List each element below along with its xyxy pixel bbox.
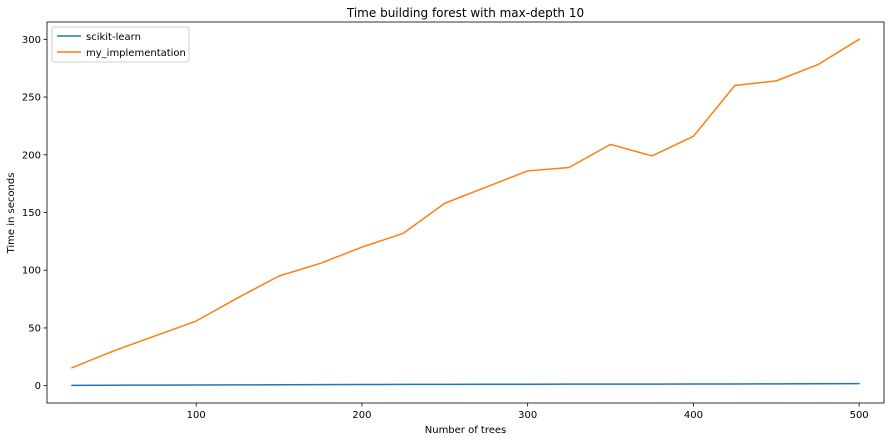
legend-label-my-implementation: my_implementation bbox=[86, 48, 186, 59]
x-tick-label: 200 bbox=[352, 410, 371, 421]
x-tick-label: 400 bbox=[684, 410, 703, 421]
y-tick-label: 250 bbox=[22, 93, 41, 104]
series-line-my-implementation bbox=[71, 38, 860, 369]
y-tick-label: 300 bbox=[22, 35, 41, 46]
legend-label-scikit-learn: scikit-learn bbox=[86, 32, 141, 43]
x-tick-label: 100 bbox=[187, 410, 206, 421]
y-axis-ticks: 0 50 100 150 200 250 300 bbox=[22, 35, 47, 392]
x-tick-label: 500 bbox=[850, 410, 869, 421]
chart-title: Time building forest with max-depth 10 bbox=[346, 6, 584, 20]
x-axis-label: Number of trees bbox=[425, 425, 507, 436]
plot-area-frame bbox=[46, 21, 885, 404]
y-axis-label: Time in seconds bbox=[6, 173, 17, 255]
series-line-scikit-learn bbox=[71, 382, 860, 387]
y-tick-label: 50 bbox=[28, 323, 41, 334]
x-tick-label: 300 bbox=[518, 410, 537, 421]
y-tick-label: 0 bbox=[35, 381, 41, 392]
x-axis-ticks: 100 200 300 400 500 bbox=[187, 403, 869, 421]
y-tick-label: 150 bbox=[22, 208, 41, 219]
legend: scikit-learn my_implementation bbox=[51, 26, 190, 63]
y-tick-label: 100 bbox=[22, 266, 41, 277]
y-tick-label: 200 bbox=[22, 150, 41, 161]
legend-box bbox=[51, 26, 190, 63]
series-layer bbox=[71, 38, 860, 387]
